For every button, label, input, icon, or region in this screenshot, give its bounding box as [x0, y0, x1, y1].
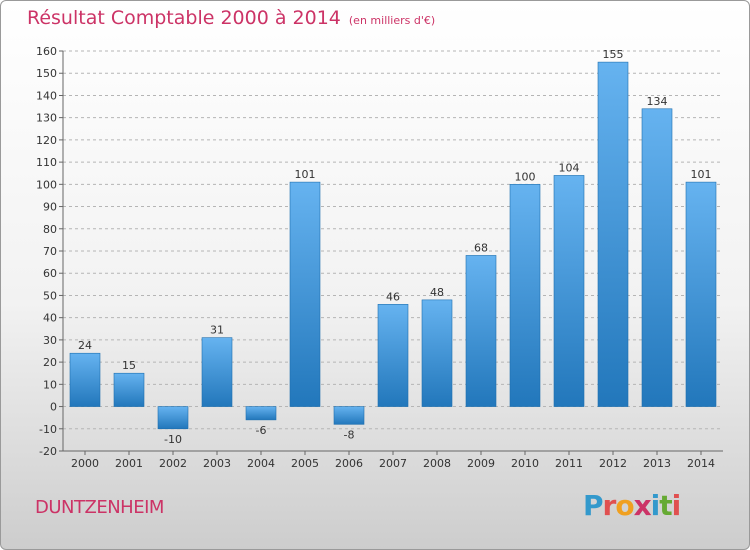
- x-tick-label: 2004: [247, 457, 275, 470]
- data-label: 101: [691, 168, 712, 181]
- data-label: -6: [256, 424, 267, 437]
- y-tick-label: 50: [43, 289, 57, 302]
- bars: [69, 61, 717, 430]
- x-tick-label: 2008: [423, 457, 451, 470]
- data-label: -8: [344, 428, 355, 441]
- data-label: 46: [386, 290, 400, 303]
- y-tick-label: 60: [43, 267, 57, 280]
- x-tick-label: 2009: [467, 457, 495, 470]
- data-label: 155: [603, 48, 624, 61]
- data-label: 68: [474, 241, 488, 254]
- chart-title: Résultat Comptable 2000 à 2014: [27, 7, 341, 29]
- y-tick-label: 100: [36, 178, 57, 191]
- x-tick-label: 2000: [71, 457, 99, 470]
- data-label: 48: [430, 286, 444, 299]
- y-tick-label: 110: [36, 156, 57, 169]
- data-label: 31: [210, 324, 224, 337]
- bar-2007: [377, 304, 409, 407]
- logo-letter: i: [671, 489, 682, 522]
- data-label: 100: [515, 170, 536, 183]
- logo-letter: x: [633, 489, 652, 522]
- bar-2001: [113, 372, 145, 407]
- bar-2014: [685, 181, 717, 407]
- data-label: 101: [295, 168, 316, 181]
- y-tick-label: 40: [43, 312, 57, 325]
- bar-2004: [245, 406, 277, 421]
- x-tick-label: 2005: [291, 457, 319, 470]
- logo-letter: r: [602, 489, 617, 522]
- bar-2012: [597, 61, 629, 407]
- y-tick-label: 140: [36, 89, 57, 102]
- y-tick-label: -10: [39, 423, 57, 436]
- data-label: 134: [647, 95, 668, 108]
- y-tick-label: 120: [36, 134, 57, 147]
- y-tick-label: 30: [43, 334, 57, 347]
- bar-2003: [201, 337, 233, 407]
- x-tick-label: 2007: [379, 457, 407, 470]
- y-tick-label: 70: [43, 245, 57, 258]
- axes: [59, 50, 723, 455]
- chart-title-block: Résultat Comptable 2000 à 2014 (en millie…: [27, 7, 435, 29]
- x-tick-label: 2002: [159, 457, 187, 470]
- bar-2000: [69, 352, 101, 407]
- logo-letter: i: [650, 489, 661, 522]
- data-label: 15: [122, 359, 136, 372]
- data-label: -10: [164, 433, 182, 446]
- bar-2009: [465, 255, 497, 407]
- y-tick-label: 160: [36, 45, 57, 58]
- x-tick-label: 2012: [599, 457, 627, 470]
- bar-2005: [289, 181, 321, 407]
- bar-2010: [509, 184, 541, 407]
- chart-subtitle: (en milliers d'€): [348, 14, 436, 27]
- y-tick-label: 10: [43, 378, 57, 391]
- x-tick-label: 2006: [335, 457, 363, 470]
- data-label: 104: [559, 161, 580, 174]
- bar-2013: [641, 108, 673, 407]
- commune-name: DUNTZENHEIM: [35, 497, 164, 518]
- x-tick-label: 2013: [643, 457, 671, 470]
- y-tick-label: 20: [43, 356, 57, 369]
- bar-2011: [553, 175, 585, 407]
- x-tick-label: 2011: [555, 457, 583, 470]
- y-tick-label: 150: [36, 67, 57, 80]
- bar-2002: [157, 406, 189, 430]
- y-tick-label: 130: [36, 112, 57, 125]
- logo-letter: P: [583, 489, 604, 522]
- data-label: 24: [78, 339, 92, 352]
- y-tick-label: 0: [50, 401, 57, 414]
- proxiti-logo: Proxiti: [583, 489, 682, 522]
- y-tick-label: 80: [43, 223, 57, 236]
- logo-letter: t: [659, 489, 672, 522]
- x-tick-label: 2010: [511, 457, 539, 470]
- y-tick-label: -20: [39, 445, 57, 458]
- logo-letter: o: [615, 489, 634, 522]
- x-tick-label: 2003: [203, 457, 231, 470]
- x-tick-label: 2014: [687, 457, 715, 470]
- bar-2006: [333, 406, 365, 425]
- y-tick-label: 90: [43, 201, 57, 214]
- bar-2008: [421, 299, 453, 407]
- x-tick-label: 2001: [115, 457, 143, 470]
- labels: -20 -10 0 10 20 30 40 50 60 70 80 90 100 110 120 130 140…: [36, 45, 715, 470]
